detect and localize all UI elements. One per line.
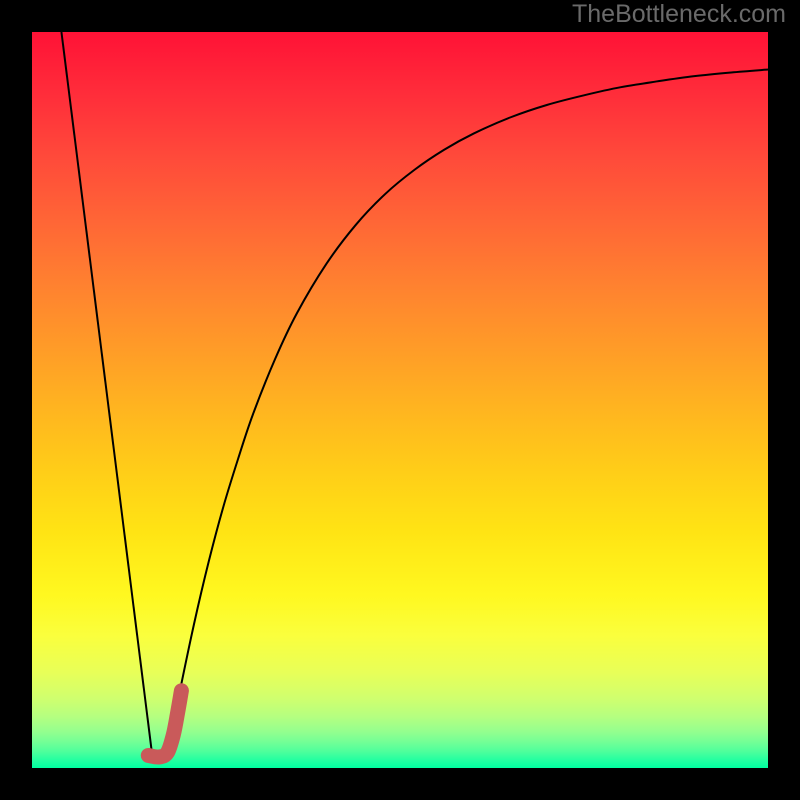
watermark: TheBottleneck.com: [572, 0, 786, 29]
chart-container: { "watermark": { "text": "TheBottleneck.…: [0, 0, 800, 800]
plot-background: [32, 32, 768, 768]
bottleneck-chart: [0, 0, 800, 800]
